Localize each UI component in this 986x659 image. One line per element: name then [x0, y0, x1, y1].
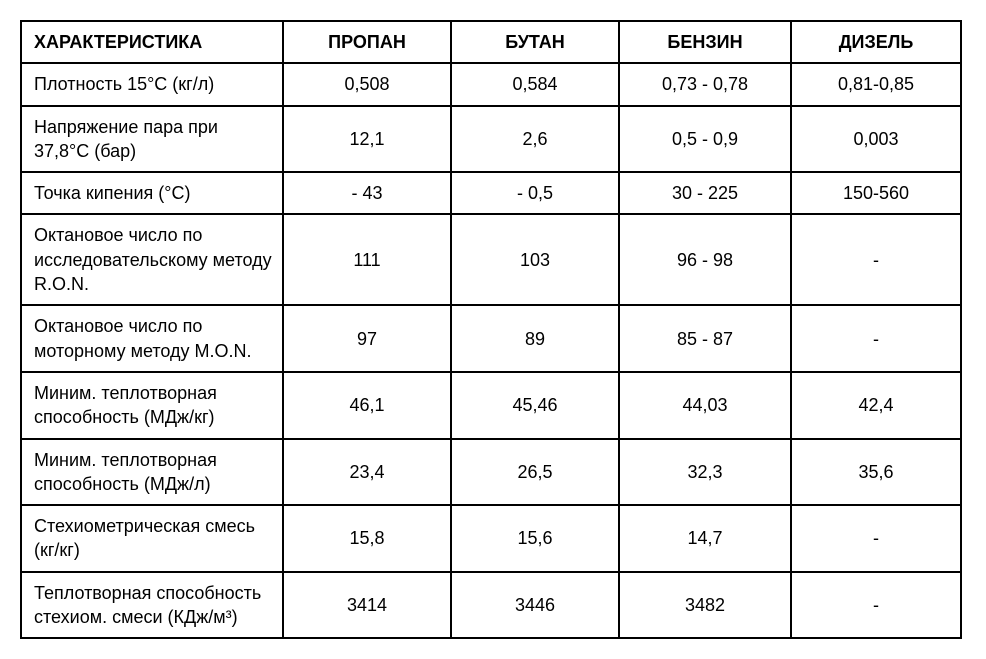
row-label: Теплотворная способность стехиом. смеси …	[21, 572, 283, 639]
table-row: Октановое число по моторному методу M.O.…	[21, 305, 961, 372]
cell-value: 3482	[619, 572, 791, 639]
cell-value: 46,1	[283, 372, 451, 439]
cell-value: 45,46	[451, 372, 619, 439]
table-row: Стехиометрическая смесь (кг/кг) 15,8 15,…	[21, 505, 961, 572]
cell-value: 2,6	[451, 106, 619, 173]
row-label: Октановое число по исследовательскому ме…	[21, 214, 283, 305]
table-header-row: ХАРАКТЕРИСТИКА ПРОПАН БУТАН БЕНЗИН ДИЗЕЛ…	[21, 21, 961, 63]
row-label: Миним. теплотворная способность (МДж/л)	[21, 439, 283, 506]
cell-value: -	[791, 572, 961, 639]
cell-value: 14,7	[619, 505, 791, 572]
col-header-characteristic: ХАРАКТЕРИСТИКА	[21, 21, 283, 63]
col-header-propane: ПРОПАН	[283, 21, 451, 63]
cell-value: 35,6	[791, 439, 961, 506]
table-body: Плотность 15°С (кг/л) 0,508 0,584 0,73 -…	[21, 63, 961, 638]
cell-value: -	[791, 505, 961, 572]
cell-value: 85 - 87	[619, 305, 791, 372]
row-label: Миним. теплотворная способность (МДж/кг)	[21, 372, 283, 439]
cell-value: 30 - 225	[619, 172, 791, 214]
col-header-diesel: ДИЗЕЛЬ	[791, 21, 961, 63]
table-row: Напряжение пара при 37,8°С (бар) 12,1 2,…	[21, 106, 961, 173]
table-row: Плотность 15°С (кг/л) 0,508 0,584 0,73 -…	[21, 63, 961, 105]
cell-value: 12,1	[283, 106, 451, 173]
cell-value: 0,508	[283, 63, 451, 105]
row-label: Плотность 15°С (кг/л)	[21, 63, 283, 105]
cell-value: 15,6	[451, 505, 619, 572]
table-row: Октановое число по исследовательскому ме…	[21, 214, 961, 305]
cell-value: 23,4	[283, 439, 451, 506]
table-row: Теплотворная способность стехиом. смеси …	[21, 572, 961, 639]
cell-value: 0,81-0,85	[791, 63, 961, 105]
cell-value: 3414	[283, 572, 451, 639]
table-row: Миним. теплотворная способность (МДж/кг)…	[21, 372, 961, 439]
cell-value: 26,5	[451, 439, 619, 506]
cell-value: 150-560	[791, 172, 961, 214]
fuel-properties-table: ХАРАКТЕРИСТИКА ПРОПАН БУТАН БЕНЗИН ДИЗЕЛ…	[20, 20, 962, 639]
cell-value: 3446	[451, 572, 619, 639]
cell-value: 103	[451, 214, 619, 305]
table-row: Точка кипения (°С) - 43 - 0,5 30 - 225 1…	[21, 172, 961, 214]
cell-value: 111	[283, 214, 451, 305]
cell-value: -	[791, 305, 961, 372]
cell-value: 15,8	[283, 505, 451, 572]
cell-value: 96 - 98	[619, 214, 791, 305]
row-label: Напряжение пара при 37,8°С (бар)	[21, 106, 283, 173]
cell-value: -	[791, 214, 961, 305]
cell-value: 97	[283, 305, 451, 372]
cell-value: 89	[451, 305, 619, 372]
cell-value: 32,3	[619, 439, 791, 506]
cell-value: - 0,5	[451, 172, 619, 214]
cell-value: 0,584	[451, 63, 619, 105]
row-label: Точка кипения (°С)	[21, 172, 283, 214]
col-header-butane: БУТАН	[451, 21, 619, 63]
cell-value: 44,03	[619, 372, 791, 439]
row-label: Стехиометрическая смесь (кг/кг)	[21, 505, 283, 572]
cell-value: - 43	[283, 172, 451, 214]
row-label: Октановое число по моторному методу M.O.…	[21, 305, 283, 372]
table-row: Миним. теплотворная способность (МДж/л) …	[21, 439, 961, 506]
cell-value: 0,003	[791, 106, 961, 173]
cell-value: 0,5 - 0,9	[619, 106, 791, 173]
cell-value: 42,4	[791, 372, 961, 439]
cell-value: 0,73 - 0,78	[619, 63, 791, 105]
col-header-gasoline: БЕНЗИН	[619, 21, 791, 63]
